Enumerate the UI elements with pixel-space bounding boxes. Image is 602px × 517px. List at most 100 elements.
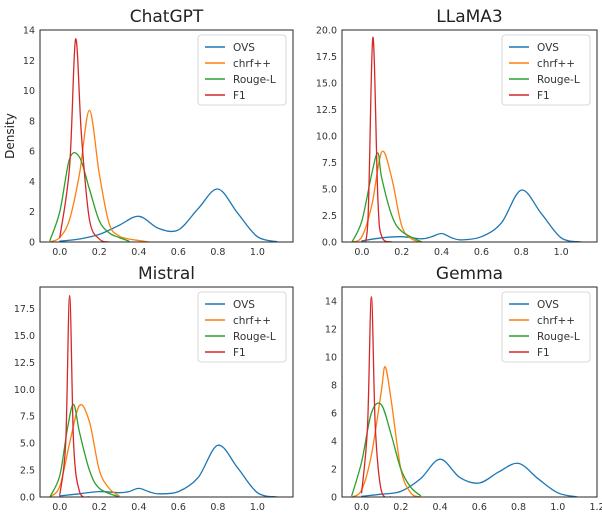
series-line-ovs bbox=[360, 458, 579, 497]
legend-label-ovs: OVS bbox=[537, 299, 559, 311]
y-tick-label: 2 bbox=[29, 207, 35, 218]
chart-title: Mistral bbox=[138, 264, 195, 284]
x-tick-label: 0.8 bbox=[514, 247, 529, 258]
x-tick-label: 0.4 bbox=[131, 502, 146, 513]
y-tick-label: 0.0 bbox=[322, 238, 337, 249]
y-tick-label: 0.0 bbox=[20, 493, 35, 504]
x-tick-label: 1.0 bbox=[250, 502, 265, 513]
chart-title: LLaMA3 bbox=[436, 7, 502, 27]
y-tick-label: 2 bbox=[331, 465, 337, 476]
panel-llama3: LLaMA3 0.0 0.2 0.4 0.6 0.8 1.0 0.0 2.5 5.0 7.5 10.0… bbox=[316, 7, 598, 258]
y-tick-label: 12.5 bbox=[14, 358, 35, 369]
legend: OVS chrf++ Rouge-L F1 bbox=[501, 291, 591, 363]
x-tick-label: 0.0 bbox=[354, 247, 369, 258]
y-tick-label: 10.0 bbox=[316, 132, 337, 143]
y-tick-label: 20.0 bbox=[316, 26, 337, 37]
x-tick-label: 0.8 bbox=[210, 502, 225, 513]
x-tick-label: 0.2 bbox=[393, 502, 408, 513]
x-tick-label: 0.6 bbox=[474, 247, 489, 258]
series-line-chrf bbox=[49, 109, 150, 242]
legend-label-chrf: chrf++ bbox=[233, 315, 271, 327]
series-line-rouge-l bbox=[49, 403, 120, 497]
x-tick-label: 0.0 bbox=[354, 502, 369, 513]
y-tick-label: 10.0 bbox=[14, 385, 35, 396]
x-tick-label: 1.0 bbox=[550, 502, 565, 513]
x-tick-label: 0.6 bbox=[472, 502, 487, 513]
x-tick-label: 1.0 bbox=[554, 247, 569, 258]
legend-label-ovs: OVS bbox=[537, 42, 559, 54]
series-line-chrf bbox=[351, 150, 423, 242]
series-line-chrf bbox=[351, 366, 422, 497]
y-tick-label: 0 bbox=[29, 238, 35, 249]
x-tick-label: 0.2 bbox=[92, 502, 107, 513]
y-tick-label: 17.5 bbox=[316, 52, 337, 63]
x-tick-label: 0.6 bbox=[171, 247, 186, 258]
legend-label-rouge-l: Rouge-L bbox=[233, 74, 276, 86]
x-tick-label: 1.0 bbox=[250, 247, 265, 258]
plot-frame bbox=[341, 29, 598, 243]
legend-label-f1: F1 bbox=[537, 347, 550, 359]
y-tick-label: 8 bbox=[29, 116, 35, 127]
legend: OVS chrf++ Rouge-L F1 bbox=[501, 34, 591, 106]
y-tick-label: 7.5 bbox=[322, 158, 337, 169]
legend-label-chrf: chrf++ bbox=[537, 315, 575, 327]
series-line-f1 bbox=[59, 38, 110, 242]
y-tick-label: 12.5 bbox=[316, 105, 337, 116]
x-tick-label: 0.8 bbox=[511, 502, 526, 513]
chart-title: ChatGPT bbox=[130, 7, 204, 27]
x-tick-label: 0.2 bbox=[92, 247, 107, 258]
x-tick-label: 1.2 bbox=[589, 502, 602, 513]
series-line-ovs bbox=[361, 189, 582, 242]
series-line-f1 bbox=[59, 294, 91, 497]
chart-title: Gemma bbox=[436, 264, 503, 284]
y-tick-label: 6 bbox=[331, 409, 337, 420]
legend-box bbox=[197, 34, 287, 106]
panel-gemma: Gemma 0.0 0.2 0.4 0.6 0.8 1.0 1.2 0 2 4 6 8 10 12 14 OVS… bbox=[325, 264, 602, 513]
plot-frame bbox=[39, 29, 294, 243]
y-tick-label: 15.0 bbox=[14, 331, 35, 342]
x-tick-label: 0.6 bbox=[171, 502, 186, 513]
plot-frame bbox=[341, 286, 598, 498]
series-line-f1 bbox=[360, 296, 392, 497]
y-tick-label: 2.5 bbox=[20, 466, 35, 477]
legend-label-ovs: OVS bbox=[233, 299, 255, 311]
legend-label-chrf: chrf++ bbox=[233, 58, 271, 70]
x-tick-label: 0.2 bbox=[394, 247, 409, 258]
y-tick-label: 8 bbox=[331, 381, 337, 392]
legend-label-rouge-l: Rouge-L bbox=[537, 74, 580, 86]
panel-chatgpt: ChatGPT Density 0.0 0.2 0.4 0.6 0.8 1.0 0 2 4 6 8 10 1… bbox=[3, 7, 294, 258]
y-tick-label: 4 bbox=[29, 177, 35, 188]
legend-label-chrf: chrf++ bbox=[537, 58, 575, 70]
series-line-rouge-l bbox=[351, 152, 423, 242]
legend-box bbox=[197, 291, 287, 363]
y-tick-label: 7.5 bbox=[20, 412, 35, 423]
y-tick-label: 12 bbox=[23, 56, 35, 67]
legend-box bbox=[501, 291, 591, 363]
legend: OVS chrf++ Rouge-L F1 bbox=[197, 34, 287, 106]
legend-label-ovs: OVS bbox=[233, 42, 255, 54]
x-tick-label: 0.0 bbox=[52, 502, 67, 513]
y-tick-label: 15.0 bbox=[316, 79, 337, 90]
y-tick-label: 14 bbox=[325, 297, 337, 308]
panel-mistral: Mistral 0.0 0.2 0.4 0.6 0.8 1.0 0.0 2.5 5.0 7.5 10.… bbox=[14, 264, 294, 513]
y-axis-label: Density bbox=[3, 113, 17, 159]
y-tick-label: 17.5 bbox=[14, 304, 35, 315]
legend-label-rouge-l: Rouge-L bbox=[537, 331, 580, 343]
x-tick-label: 0.4 bbox=[433, 502, 448, 513]
x-tick-label: 0.4 bbox=[434, 247, 449, 258]
y-tick-label: 14 bbox=[23, 26, 35, 37]
x-tick-label: 0.0 bbox=[52, 247, 67, 258]
series-line-f1 bbox=[361, 36, 393, 242]
y-tick-label: 0 bbox=[331, 493, 337, 504]
series-line-rouge-l bbox=[49, 152, 130, 242]
y-tick-label: 6 bbox=[29, 147, 35, 158]
series-line-ovs bbox=[59, 444, 278, 497]
legend-label-f1: F1 bbox=[537, 90, 550, 102]
y-tick-label: 10 bbox=[325, 353, 337, 364]
y-tick-label: 5.0 bbox=[322, 185, 337, 196]
plot-frame bbox=[39, 286, 294, 498]
legend-label-f1: F1 bbox=[233, 347, 246, 359]
legend-label-f1: F1 bbox=[233, 90, 246, 102]
legend-label-rouge-l: Rouge-L bbox=[233, 331, 276, 343]
